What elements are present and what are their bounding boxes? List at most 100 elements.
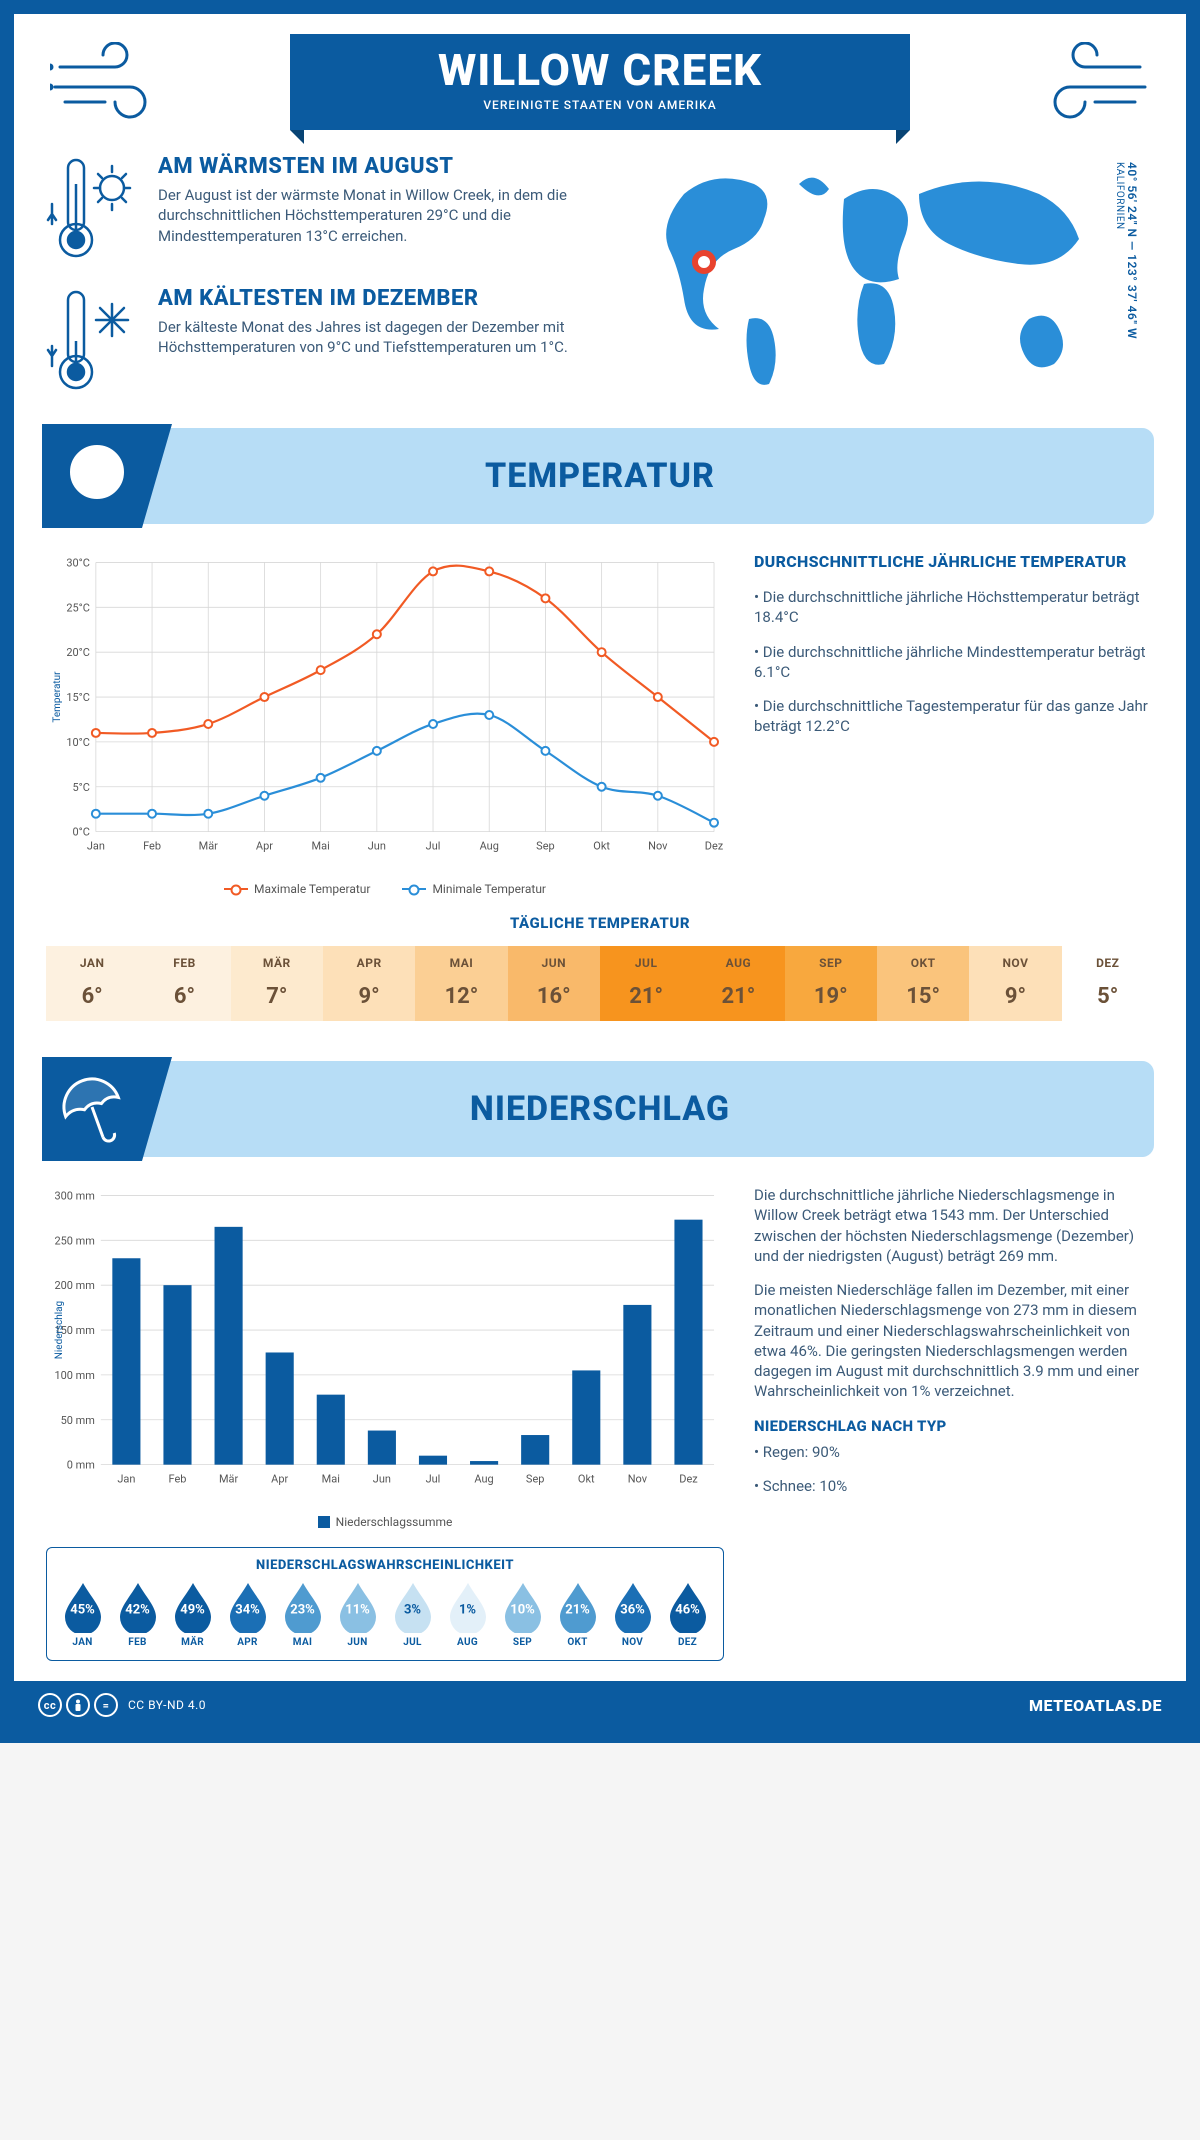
page-title: WILLOW CREEK xyxy=(290,44,910,96)
infographic-page: WILLOW CREEK VEREINIGTE STAATEN VON AMER… xyxy=(0,0,1200,1743)
daily-cell: MAI12° xyxy=(415,946,507,1021)
warmest-block: AM WÄRMSTEN IM AUGUST Der August ist der… xyxy=(46,154,606,268)
cc-icons: cc = xyxy=(38,1693,118,1717)
daily-cell: JUL21° xyxy=(600,946,692,1021)
by-icon xyxy=(66,1693,90,1717)
legend-max: Maximale Temperatur xyxy=(224,882,370,896)
svg-text:200 mm: 200 mm xyxy=(54,1279,94,1292)
svg-text:Sep: Sep xyxy=(536,840,554,853)
prob-cell: 21%OKT xyxy=(550,1581,605,1648)
page-subtitle: VEREINIGTE STAATEN VON AMERIKA xyxy=(290,98,910,112)
section-header-temperature: TEMPERATUR xyxy=(46,428,1154,524)
prob-cell: 1%AUG xyxy=(440,1581,495,1648)
thermometer-cold-icon xyxy=(46,286,142,400)
section-header-precip: NIEDERSCHLAG xyxy=(46,1061,1154,1157)
svg-text:Mär: Mär xyxy=(199,840,219,853)
temperature-summary: DURCHSCHNITTLICHE JÄHRLICHE TEMPERATUR •… xyxy=(754,552,1154,896)
svg-text:Apr: Apr xyxy=(256,840,273,853)
sun-icon xyxy=(42,424,172,528)
daily-cell: JUN16° xyxy=(508,946,600,1021)
coldest-block: AM KÄLTESTEN IM DEZEMBER Der kälteste Mo… xyxy=(46,286,606,400)
svg-text:Dez: Dez xyxy=(705,840,724,853)
svg-text:0 mm: 0 mm xyxy=(67,1459,95,1472)
svg-text:Temperatur: Temperatur xyxy=(52,671,63,723)
nd-icon: = xyxy=(94,1693,118,1717)
svg-text:25°C: 25°C xyxy=(66,601,90,614)
cc-icon: cc xyxy=(38,1693,62,1717)
title-banner: WILLOW CREEK VEREINIGTE STAATEN VON AMER… xyxy=(290,34,910,130)
coldest-body: Der kälteste Monat des Jahres ist dagege… xyxy=(158,317,606,358)
svg-text:Jun: Jun xyxy=(373,1473,391,1486)
svg-text:Mai: Mai xyxy=(312,840,330,853)
svg-text:Aug: Aug xyxy=(474,1473,493,1486)
precip-summary: Die durchschnittliche jährliche Niedersc… xyxy=(754,1185,1154,1661)
prob-cell: 42%FEB xyxy=(110,1581,165,1648)
svg-text:Jul: Jul xyxy=(426,1473,441,1486)
svg-text:Okt: Okt xyxy=(593,840,610,853)
precip-probability-box: NIEDERSCHLAGSWAHRSCHEINLICHKEIT 45%JAN42… xyxy=(46,1547,724,1661)
svg-text:100 mm: 100 mm xyxy=(54,1369,94,1382)
svg-text:Jan: Jan xyxy=(87,840,105,853)
location-marker-icon xyxy=(695,253,713,271)
svg-text:Nov: Nov xyxy=(628,1473,648,1486)
prob-cell: 34%APR xyxy=(220,1581,275,1648)
svg-text:Apr: Apr xyxy=(271,1473,288,1486)
warmest-title: AM WÄRMSTEN IM AUGUST xyxy=(158,154,606,179)
footer: cc = CC BY-ND 4.0 METEOATLAS.DE xyxy=(14,1681,1186,1729)
daily-cell: NOV9° xyxy=(969,946,1061,1021)
world-map xyxy=(634,154,1114,394)
daily-cell: AUG21° xyxy=(692,946,784,1021)
svg-text:Mär: Mär xyxy=(219,1473,239,1486)
prob-cell: 49%MÄR xyxy=(165,1581,220,1648)
svg-text:Aug: Aug xyxy=(480,840,499,853)
daily-cell: DEZ5° xyxy=(1062,946,1154,1021)
daily-temp-strip: JAN6°FEB6°MÄR7°APR9°MAI12°JUN16°JUL21°AU… xyxy=(46,946,1154,1021)
prob-cell: 10%SEP xyxy=(495,1581,550,1648)
temperature-line-chart: 0°C 5°C 10°C 15°C 20°C 25°C 30°C Jan Feb Mär Apr Ma… xyxy=(46,552,724,896)
svg-text:30°C: 30°C xyxy=(66,556,90,569)
svg-text:50 mm: 50 mm xyxy=(61,1414,95,1427)
daily-cell: FEB6° xyxy=(138,946,230,1021)
svg-text:Dez: Dez xyxy=(679,1473,698,1486)
coordinates: 40° 56' 24" N — 123° 37' 46" W KALIFORNI… xyxy=(1114,154,1139,339)
svg-text:Feb: Feb xyxy=(143,840,161,853)
svg-text:Mai: Mai xyxy=(322,1473,340,1486)
thermometer-hot-icon xyxy=(46,154,142,268)
svg-text:0°C: 0°C xyxy=(72,826,89,839)
prob-cell: 23%MAI xyxy=(275,1581,330,1648)
daily-cell: OKT15° xyxy=(877,946,969,1021)
prob-cell: 11%JUN xyxy=(330,1581,385,1648)
prob-cell: 3%JUL xyxy=(385,1581,440,1648)
daily-cell: APR9° xyxy=(323,946,415,1021)
daily-cell: JAN6° xyxy=(46,946,138,1021)
wind-decor-left xyxy=(50,42,180,126)
svg-text:10°C: 10°C xyxy=(66,736,90,749)
prob-cell: 36%NOV xyxy=(605,1581,660,1648)
svg-text:Jun: Jun xyxy=(368,840,386,853)
prob-cell: 46%DEZ xyxy=(660,1581,715,1648)
svg-text:5°C: 5°C xyxy=(72,781,89,794)
svg-text:20°C: 20°C xyxy=(66,646,90,659)
brand: METEOATLAS.DE xyxy=(1029,1696,1162,1715)
svg-text:Okt: Okt xyxy=(578,1473,595,1486)
svg-text:Feb: Feb xyxy=(169,1473,187,1486)
daily-cell: SEP19° xyxy=(785,946,877,1021)
intro-row: AM WÄRMSTEN IM AUGUST Der August ist der… xyxy=(46,154,1154,400)
svg-text:300 mm: 300 mm xyxy=(54,1189,94,1202)
precipitation-bar-chart: 0 mm50 mm100 mm150 mm200 mm250 mm300 mmJ… xyxy=(46,1185,724,1529)
section-title: NIEDERSCHLAG xyxy=(470,1089,730,1129)
wind-decor-right xyxy=(1020,42,1150,126)
umbrella-icon xyxy=(42,1057,172,1161)
svg-text:Niederschlag: Niederschlag xyxy=(54,1301,65,1359)
warmest-body: Der August ist der wärmste Monat in Will… xyxy=(158,185,606,246)
region-label: KALIFORNIEN xyxy=(1114,162,1125,339)
daily-cell: MÄR7° xyxy=(231,946,323,1021)
svg-text:250 mm: 250 mm xyxy=(54,1234,94,1247)
legend-precip: Niederschlagssumme xyxy=(318,1515,453,1529)
daily-temp-title: TÄGLICHE TEMPERATUR xyxy=(46,914,1154,932)
section-title: TEMPERATUR xyxy=(485,456,715,496)
svg-text:Jul: Jul xyxy=(426,840,441,853)
svg-text:15°C: 15°C xyxy=(66,691,90,704)
svg-text:Sep: Sep xyxy=(526,1473,544,1486)
legend-min: Minimale Temperatur xyxy=(402,882,546,896)
